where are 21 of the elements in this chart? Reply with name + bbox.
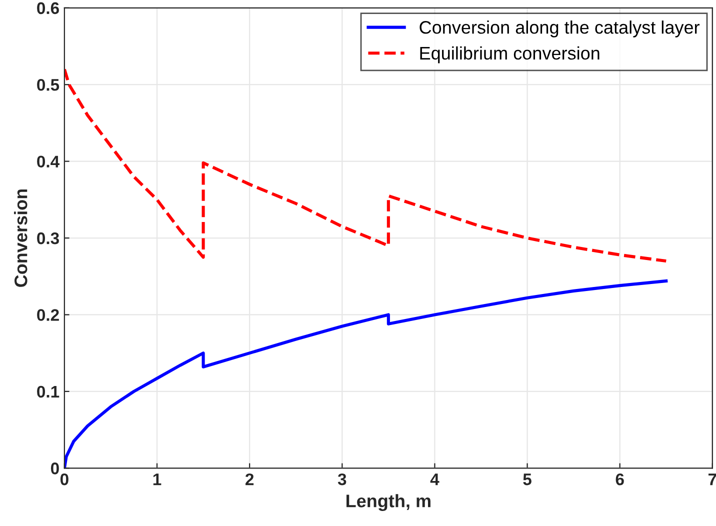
y-tick-label: 0.3 xyxy=(37,232,59,244)
legend-label: Equilibrium conversion xyxy=(420,46,600,64)
y-tick-label: 0.1 xyxy=(37,386,60,398)
y-tick-label: 0.5 xyxy=(37,79,60,91)
y-tick-label: 0.4 xyxy=(37,156,60,168)
line-series xyxy=(64,68,668,263)
x-tick-label: 1 xyxy=(153,474,162,486)
x-tick-label: 0 xyxy=(60,473,68,486)
y-tick-label: 0 xyxy=(50,462,59,474)
x-tick-label: 2 xyxy=(246,473,254,486)
x-tick-label: 6 xyxy=(616,473,624,486)
y-tick-label: 0.6 xyxy=(37,2,59,14)
legend-label: Conversion along the catalyst layer xyxy=(420,20,700,38)
y-tick-label: 0.2 xyxy=(37,309,59,321)
x-tick-label: 5 xyxy=(523,474,532,486)
x-tick-label: 7 xyxy=(708,474,716,486)
x-axis-title: Length, m xyxy=(346,494,430,512)
x-tick-label: 3 xyxy=(338,473,346,486)
x-tick-label: 4 xyxy=(430,474,440,486)
line-series xyxy=(64,279,668,468)
y-axis-title: Conversion xyxy=(14,189,28,287)
